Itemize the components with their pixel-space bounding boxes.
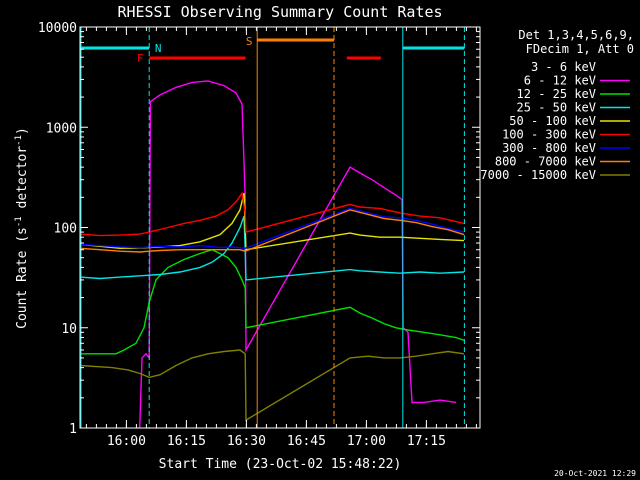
- series-line-2: [139, 80, 457, 428]
- legend-label-2: 6 - 12 keV: [524, 74, 596, 88]
- legend-label-4: 25 - 50 keV: [517, 101, 596, 115]
- x-tick-label-3: 16:30: [227, 434, 266, 449]
- y-axis-label-end: ): [15, 127, 30, 135]
- legend-label-9: 7000 - 15000 keV: [480, 168, 596, 182]
- flag-layer: NF S: [80, 27, 465, 428]
- legend-label-7: 300 - 800 keV: [502, 141, 596, 155]
- x-tick-label-1: 16:00: [107, 434, 146, 449]
- series-line-6: [80, 191, 465, 237]
- legend-label-6: 100 - 300 keV: [502, 128, 596, 142]
- y-axis-label-main: Count Rate (s: [15, 227, 30, 329]
- x-tick-label-2: 16:15: [167, 434, 206, 449]
- series-line-3: [80, 248, 465, 355]
- y-axis-label-mid: detector: [15, 146, 30, 217]
- night-flag-label: N: [155, 42, 162, 55]
- series-line-8: [80, 209, 465, 253]
- y-axis-label-sup2: -1: [14, 135, 24, 146]
- axis-layer: 1 10 100 1000 10000 16:00 16:15 16:30 16:45 17:00…: [38, 21, 480, 449]
- series-line-9: [80, 349, 465, 422]
- series-line-7: [80, 207, 465, 250]
- x-axis-label: Start Time (23-Oct-02 15:48:22): [159, 457, 402, 472]
- x-tick-label-5: 17:00: [347, 434, 386, 449]
- flare-flag-label: F: [137, 52, 144, 65]
- x-tick-label-6: 17:15: [407, 434, 446, 449]
- legend-header-line-2: FDecim 1, Att 0: [526, 42, 634, 56]
- y-tick-label-3: 100: [54, 222, 77, 237]
- series-layer: [80, 80, 465, 428]
- legend-label-3: 12 - 25 keV: [517, 87, 596, 101]
- x-tick-label-4: 16:45: [287, 434, 326, 449]
- series-line-4: [80, 215, 465, 281]
- generation-timestamp: 20-Oct-2021 12:29: [554, 469, 636, 478]
- y-axis-label: Count Rate (s-1 detector-1): [14, 127, 30, 329]
- y-tick-label-1: 1: [69, 422, 77, 437]
- y-tick-label-5: 10000: [38, 21, 77, 36]
- y-tick-label-4: 1000: [46, 121, 77, 136]
- legend: Det 1,3,4,5,6,9, FDecim 1, Att 0 3 - 6 k…: [480, 28, 634, 182]
- chart-title: RHESSI Observing Summary Count Rates: [117, 3, 442, 21]
- legend-label-1: 3 - 6 keV: [531, 60, 596, 74]
- legend-label-8: 800 - 7000 keV: [495, 155, 596, 169]
- legend-header-line-1: Det 1,3,4,5,6,9,: [518, 28, 634, 42]
- legend-label-5: 50 - 100 keV: [509, 114, 596, 128]
- saa-flag-label: S: [246, 35, 253, 48]
- y-tick-label-2: 10: [61, 322, 77, 337]
- y-axis-label-sup1: -1: [14, 216, 24, 227]
